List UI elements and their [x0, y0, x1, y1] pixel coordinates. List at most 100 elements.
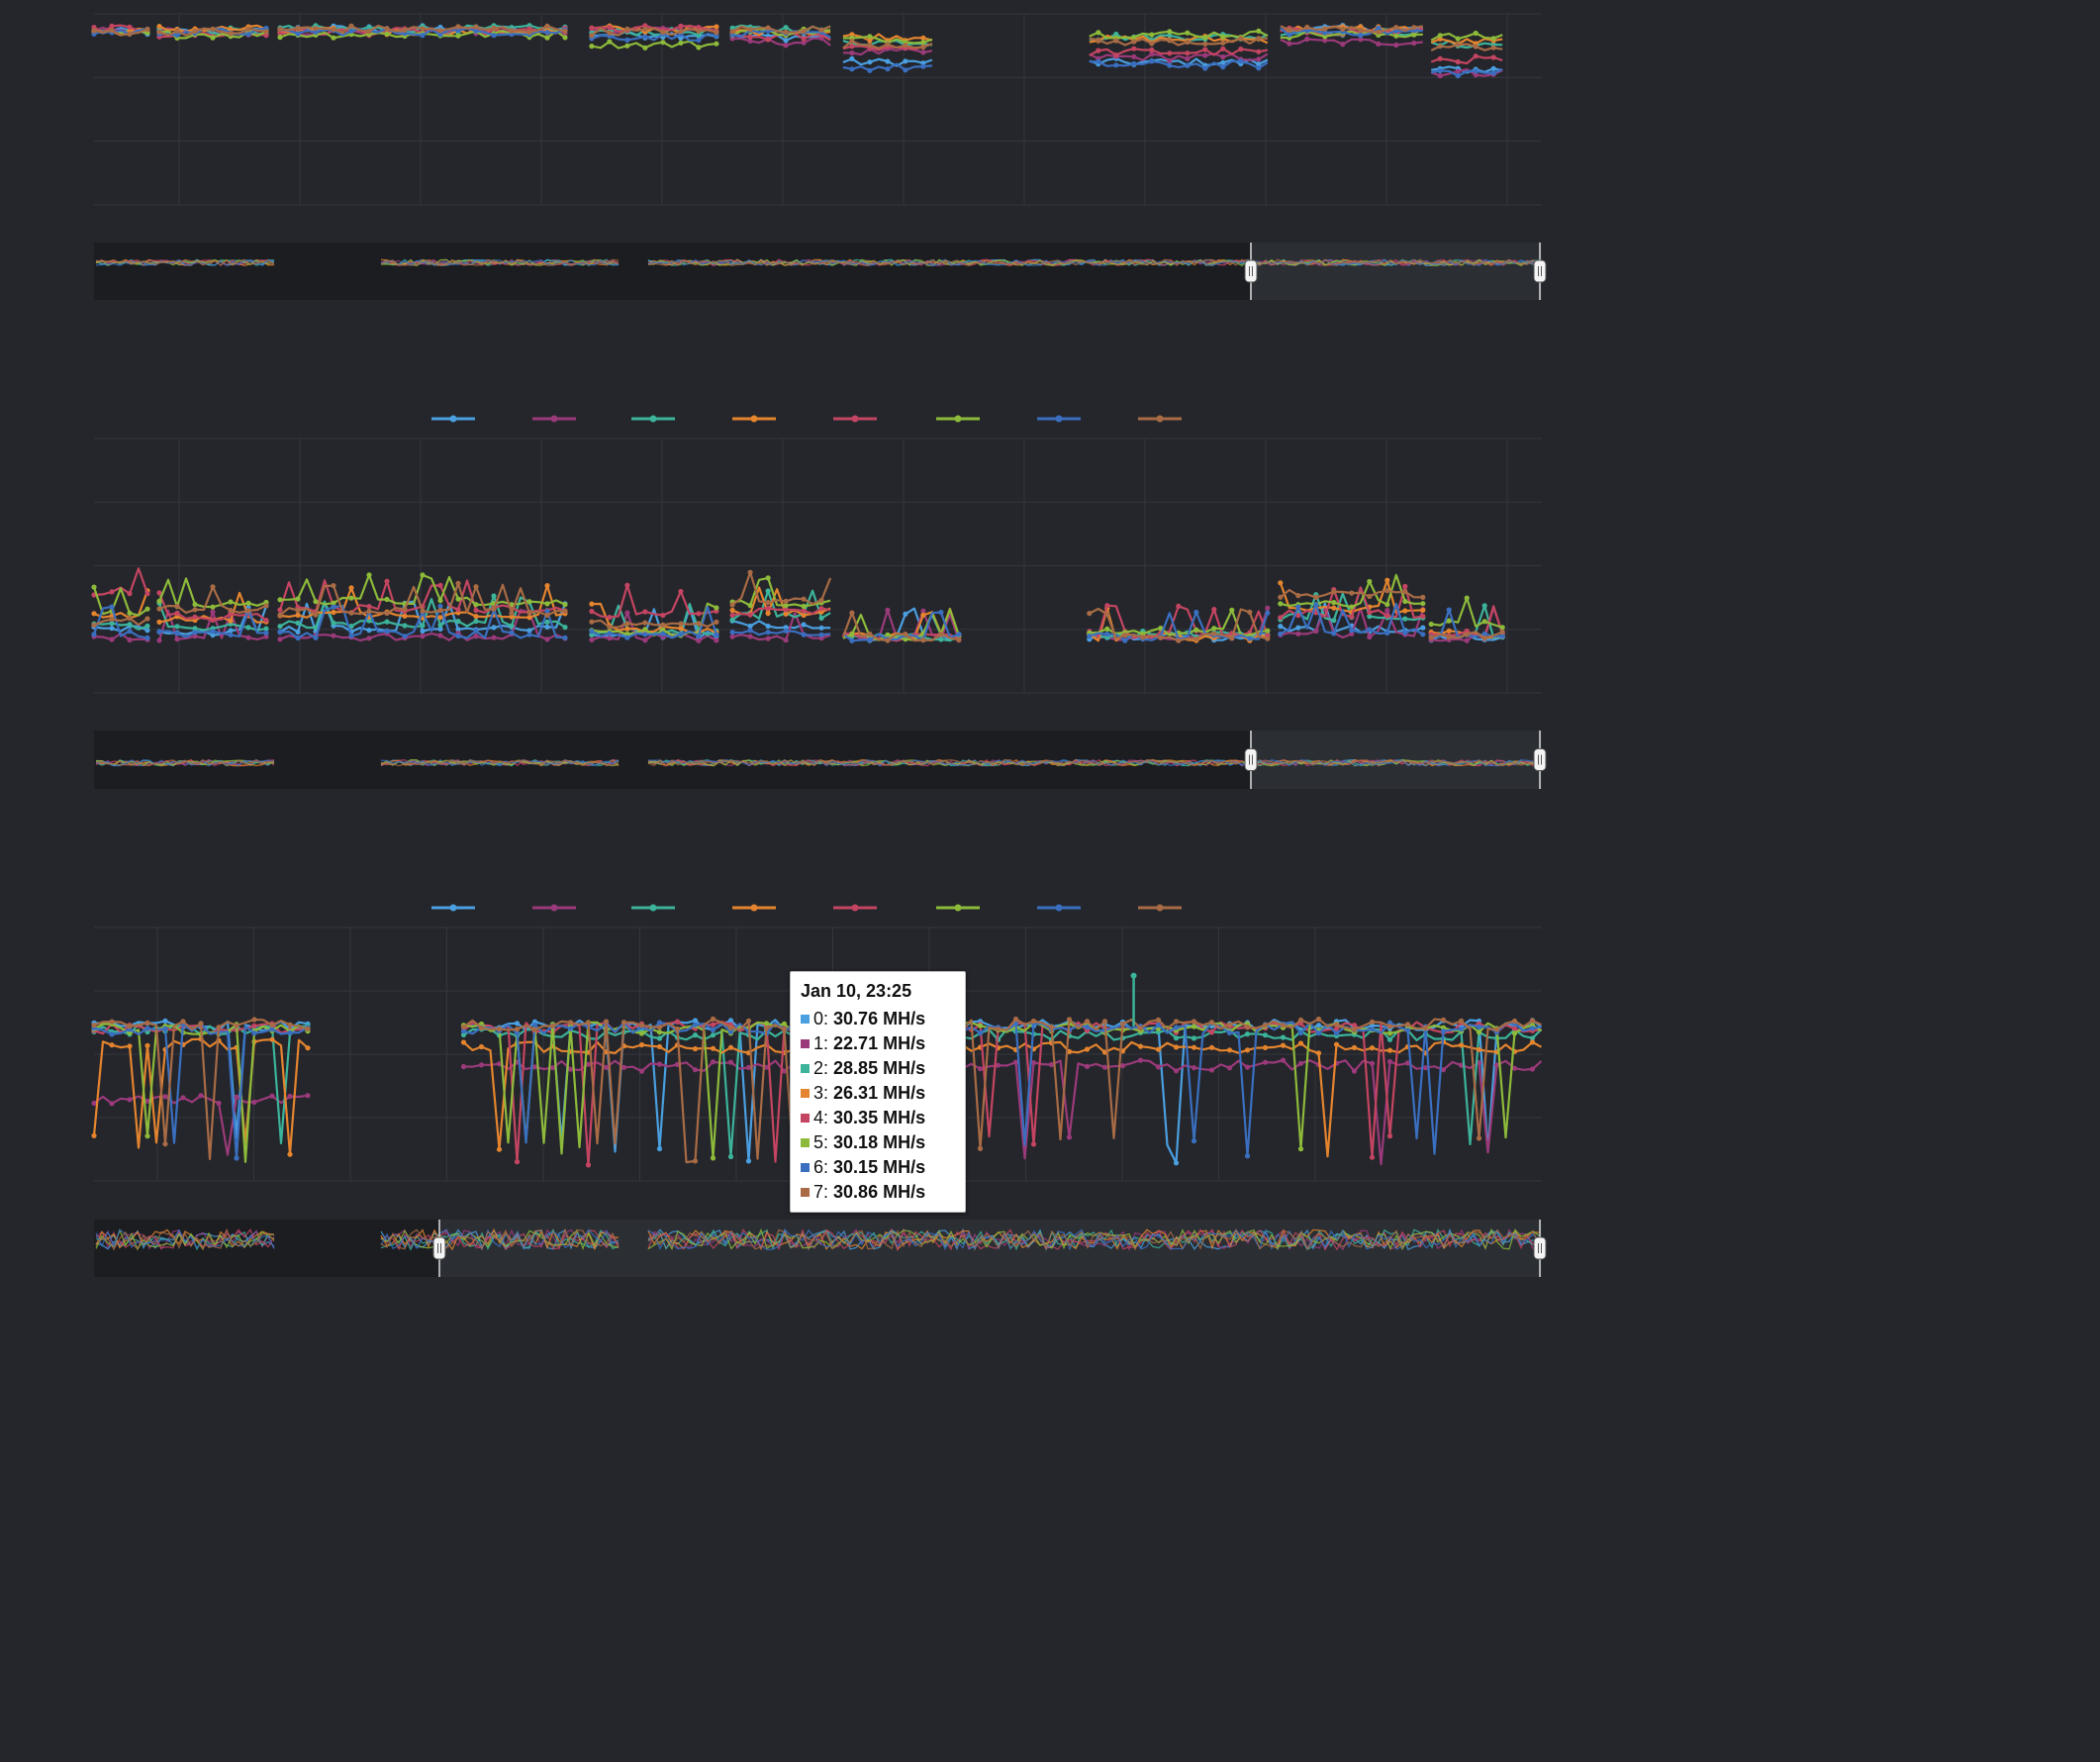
navigator-left-handle[interactable]: [432, 1236, 446, 1260]
series-0-point: [1256, 61, 1262, 67]
tooltip-label: 6:: [813, 1157, 829, 1177]
series-7-point: [1176, 637, 1182, 643]
series-0-point: [1278, 624, 1284, 630]
series-6-point: [1297, 1029, 1304, 1036]
series-6-point: [1322, 30, 1328, 36]
series-0-point: [295, 629, 301, 636]
series-1-point: [727, 1059, 734, 1065]
series-0-point: [885, 58, 891, 64]
tooltip-label: 4:: [813, 1108, 829, 1127]
series-3-point: [1208, 1044, 1215, 1050]
series-6-point: [714, 632, 719, 637]
navigator-left-handle[interactable]: [1244, 748, 1258, 771]
legend-series-4-marker: [851, 415, 859, 423]
series-7-point: [348, 23, 354, 29]
series-1-point: [885, 607, 891, 614]
series-7-point: [192, 607, 198, 613]
navigator-left-handle[interactable]: [1244, 259, 1258, 283]
navigator-right-handle[interactable]: [1533, 259, 1547, 283]
legend-series-2-marker: [649, 415, 657, 423]
series-4-point: [127, 591, 133, 597]
series-7-point: [156, 29, 162, 35]
series-5-point: [1131, 35, 1137, 41]
series-6-point: [210, 629, 216, 635]
series-7-point: [1229, 636, 1235, 641]
series-4-point: [251, 1023, 257, 1028]
series-5-point: [1440, 1025, 1447, 1030]
series-7-point: [156, 606, 162, 612]
series-7-point: [1087, 611, 1093, 617]
navigator-right-handle[interactable]: [1533, 1236, 1547, 1260]
series-1-point: [1529, 1066, 1536, 1072]
series-0-point: [210, 632, 216, 638]
series-7-point: [781, 1027, 788, 1032]
series-2-point: [366, 618, 372, 624]
series-6-point: [1437, 67, 1443, 74]
fans-panel: [91, 415, 1547, 789]
series-7-point: [1220, 40, 1226, 47]
legend-series-1-marker: [550, 904, 558, 912]
legend-series-4-marker: [851, 904, 859, 912]
series-1-point: [745, 1064, 752, 1070]
series-4-point: [696, 611, 702, 617]
series-7-point: [437, 607, 443, 614]
series-7-point: [692, 1158, 699, 1164]
series-6-point: [384, 629, 390, 635]
tooltip-value: 30.18 MH/s: [833, 1132, 926, 1152]
series-6-point: [156, 629, 162, 635]
series-3-point: [867, 38, 873, 44]
series-6-swatch: [801, 1163, 810, 1172]
series-7-point: [263, 603, 269, 609]
tooltip-value: 30.76 MH/s: [833, 1009, 926, 1028]
series-7-point: [1511, 1018, 1518, 1025]
series-4-point: [747, 34, 753, 41]
series-3-point: [1476, 1046, 1482, 1052]
series-7-point: [228, 31, 234, 37]
series-1-point: [437, 633, 443, 638]
series-2-point: [1191, 1035, 1197, 1041]
series-5-point: [783, 603, 789, 609]
series-1-point: [710, 1059, 716, 1065]
series-5-point: [1193, 627, 1199, 633]
series-1-point: [1262, 1059, 1269, 1065]
series-1-point: [692, 1067, 699, 1073]
series-4-point: [109, 589, 115, 595]
series-7-point: [1422, 1025, 1429, 1031]
series-1-point: [366, 636, 372, 641]
series-7-point: [885, 42, 891, 48]
tooltip-label: 0:: [813, 1009, 829, 1028]
series-3-point: [1173, 1044, 1180, 1050]
series-4-point: [473, 607, 479, 614]
temperature-panel: [91, 13, 1547, 300]
series-5-point: [885, 632, 891, 638]
series-4-point: [1384, 613, 1390, 619]
navigator-right-handle[interactable]: [1533, 748, 1547, 771]
series-0-point: [783, 38, 789, 44]
series-1-point: [1386, 1058, 1393, 1065]
series-1-point: [638, 1068, 645, 1074]
series-4-point: [1386, 1133, 1393, 1139]
series-0-point: [692, 1018, 699, 1024]
series-4-point: [366, 604, 372, 610]
series-7-point: [729, 602, 735, 608]
series-1-point: [624, 610, 630, 616]
series-7-point: [313, 612, 319, 618]
legend-series-2-marker: [649, 904, 657, 912]
series-1-point: [245, 635, 251, 640]
series-7-point: [1384, 588, 1390, 594]
series-5-point: [1481, 619, 1487, 625]
series-7-point: [313, 26, 319, 32]
series-4-point: [1256, 49, 1262, 54]
series-3-point: [478, 1043, 485, 1050]
series-5-point: [1191, 1024, 1197, 1029]
series-4-point: [1295, 613, 1301, 619]
series-6-point: [437, 32, 443, 38]
series-5-point: [144, 606, 150, 612]
series-7-point: [174, 603, 180, 609]
series-7-point: [109, 616, 115, 623]
series-3-point: [509, 614, 515, 620]
series-4-point: [109, 23, 115, 29]
series-7-point: [544, 612, 550, 619]
series-7-point: [562, 28, 568, 35]
series-0-point: [366, 628, 372, 634]
